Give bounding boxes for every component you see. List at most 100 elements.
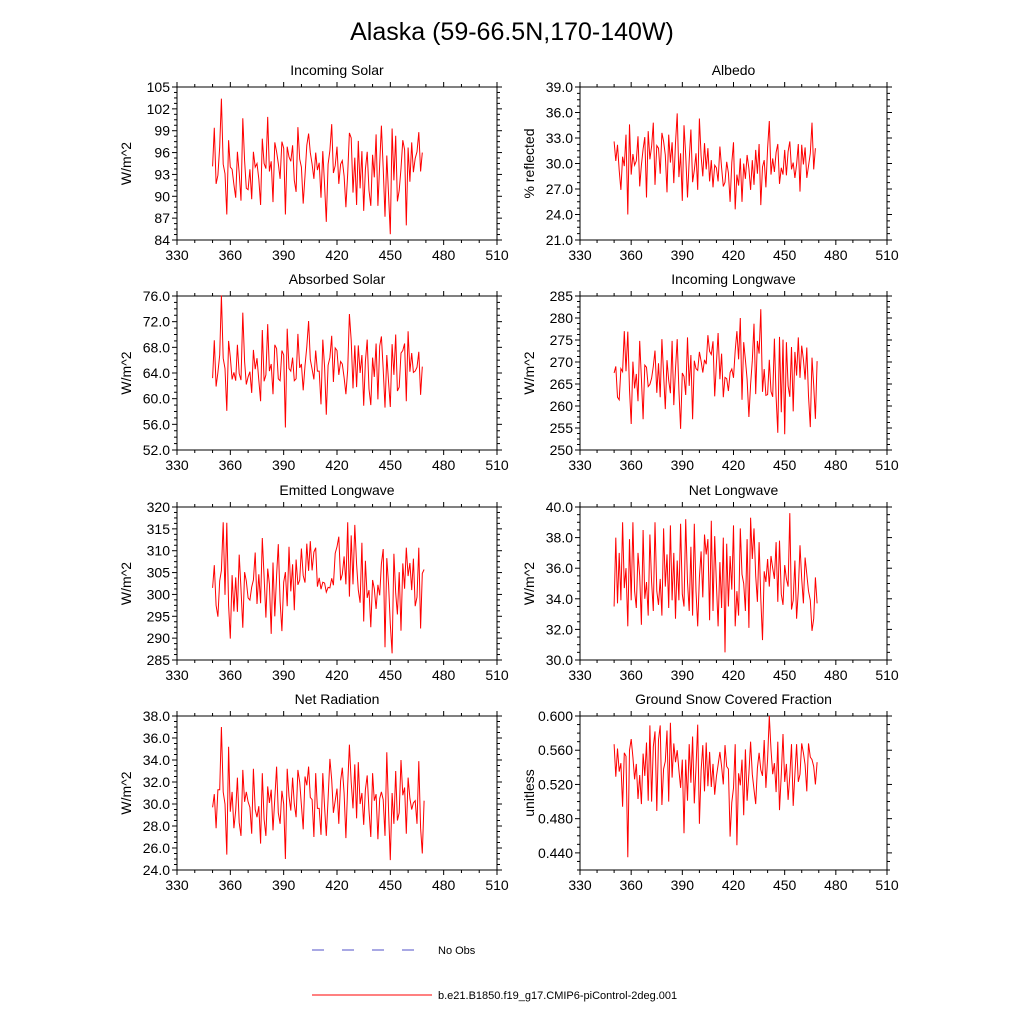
- panel-title: Incoming Solar: [290, 62, 384, 78]
- x-tick-label: 360: [619, 877, 643, 893]
- x-tick-label: 510: [485, 457, 509, 473]
- x-tick-label: 330: [568, 247, 592, 263]
- y-tick-label: 270: [550, 354, 574, 370]
- y-tick-label: 56.0: [143, 416, 170, 432]
- panel-title: Absorbed Solar: [289, 271, 386, 287]
- y-tick-label: 28.0: [143, 818, 170, 834]
- y-tick-label: 36.0: [546, 105, 573, 121]
- y-tick-label: 0.560: [538, 742, 573, 758]
- x-tick-label: 450: [379, 247, 403, 263]
- panel-4: Incoming Longwave W/m^2 330 360 390 420 450 480…: [521, 271, 899, 473]
- x-tick-label: 390: [272, 457, 296, 473]
- y-tick-label: 84: [154, 232, 170, 248]
- x-tick-label: 450: [773, 457, 797, 473]
- plot-frame: [176, 86, 498, 241]
- x-tick-label: 360: [619, 247, 643, 263]
- y-axis-label: W/m^2: [521, 351, 537, 394]
- x-tick-label: 360: [219, 247, 243, 263]
- x-tick-label: 330: [165, 457, 189, 473]
- x-tick-label: 510: [485, 667, 509, 683]
- y-tick-label: 68.0: [143, 339, 170, 355]
- panel-title: Albedo: [712, 62, 756, 78]
- y-tick-label: 99: [154, 123, 170, 139]
- x-tick-label: 330: [165, 877, 189, 893]
- x-tick-label: 360: [219, 877, 243, 893]
- y-tick-label: 39.0: [546, 79, 573, 95]
- x-tick-label: 420: [722, 877, 746, 893]
- y-tick-label: 280: [550, 310, 574, 326]
- y-axis-label: unitless: [521, 769, 537, 816]
- y-tick-label: 290: [147, 630, 171, 646]
- y-tick-label: 300: [147, 586, 171, 602]
- x-tick-label: 480: [824, 457, 848, 473]
- panel-8: Ground Snow Covered Fraction unitless 330 3…: [521, 691, 899, 893]
- x-tick-label: 480: [432, 877, 456, 893]
- x-tick-label: 420: [325, 457, 349, 473]
- y-tick-label: 87: [154, 210, 170, 226]
- y-tick-label: 305: [147, 565, 171, 581]
- x-tick-label: 330: [568, 457, 592, 473]
- y-tick-label: 76.0: [143, 288, 170, 304]
- y-tick-label: 102: [147, 101, 171, 117]
- x-tick-label: 360: [219, 667, 243, 683]
- y-axis-label: W/m^2: [118, 142, 134, 185]
- y-tick-label: 36.0: [546, 560, 573, 576]
- x-tick-label: 360: [619, 457, 643, 473]
- y-tick-label: 315: [147, 521, 171, 537]
- x-tick-label: 390: [272, 877, 296, 893]
- y-tick-label: 0.520: [538, 776, 573, 792]
- y-tick-label: 52.0: [143, 442, 170, 458]
- x-tick-label: 480: [824, 877, 848, 893]
- y-tick-label: 30.0: [546, 156, 573, 172]
- x-tick-label: 480: [824, 667, 848, 683]
- x-tick-label: 390: [671, 667, 695, 683]
- x-tick-label: 450: [773, 667, 797, 683]
- x-tick-label: 420: [325, 667, 349, 683]
- panel-title: Net Radiation: [295, 691, 380, 707]
- series-line: [613, 715, 818, 858]
- x-tick-label: 390: [671, 457, 695, 473]
- series-line: [212, 295, 423, 428]
- x-tick-label: 420: [722, 457, 746, 473]
- y-tick-label: 90: [154, 188, 170, 204]
- main-title: Alaska (59-66.5N,170-140W): [350, 18, 674, 46]
- y-tick-label: 21.0: [546, 232, 573, 248]
- y-tick-label: 0.440: [538, 845, 573, 861]
- y-tick-label: 295: [147, 608, 171, 624]
- y-axis-label: W/m^2: [118, 351, 134, 394]
- x-tick-label: 390: [272, 667, 296, 683]
- x-tick-label: 510: [875, 667, 899, 683]
- x-tick-label: 480: [432, 247, 456, 263]
- y-tick-label: 34.0: [546, 591, 573, 607]
- x-tick-label: 390: [671, 877, 695, 893]
- x-tick-label: 450: [773, 247, 797, 263]
- x-tick-label: 420: [722, 247, 746, 263]
- y-tick-label: 105: [147, 79, 171, 95]
- y-tick-label: 0.480: [538, 811, 573, 827]
- y-axis-label: W/m^2: [521, 562, 537, 605]
- y-tick-label: 33.0: [546, 130, 573, 146]
- panel-title: Emitted Longwave: [279, 482, 394, 498]
- y-tick-label: 96: [154, 145, 170, 161]
- y-axis-label: W/m^2: [118, 771, 134, 814]
- panels: Incoming Solar W/m^2 330 360 390 420 450 480 510…: [118, 62, 899, 893]
- x-tick-label: 510: [485, 247, 509, 263]
- x-tick-label: 480: [824, 247, 848, 263]
- series-line: [212, 726, 425, 861]
- y-tick-label: 72.0: [143, 314, 170, 330]
- panel-2: Albedo % reflected 330 360 390 420 450 480 510 21…: [521, 62, 899, 263]
- x-tick-label: 510: [485, 877, 509, 893]
- y-tick-label: 285: [147, 652, 171, 668]
- x-tick-label: 420: [325, 877, 349, 893]
- x-tick-label: 420: [325, 247, 349, 263]
- y-tick-label: 36.0: [143, 730, 170, 746]
- y-tick-label: 40.0: [546, 499, 573, 515]
- y-tick-label: 93: [154, 166, 170, 182]
- y-tick-label: 38.0: [143, 708, 170, 724]
- y-tick-label: 0.600: [538, 708, 573, 724]
- y-tick-label: 32.0: [143, 774, 170, 790]
- series-line: [613, 113, 816, 215]
- x-tick-label: 330: [165, 667, 189, 683]
- panel-5: Emitted Longwave W/m^2 330 360 390 420 450 480 5…: [118, 482, 509, 683]
- x-tick-label: 330: [568, 877, 592, 893]
